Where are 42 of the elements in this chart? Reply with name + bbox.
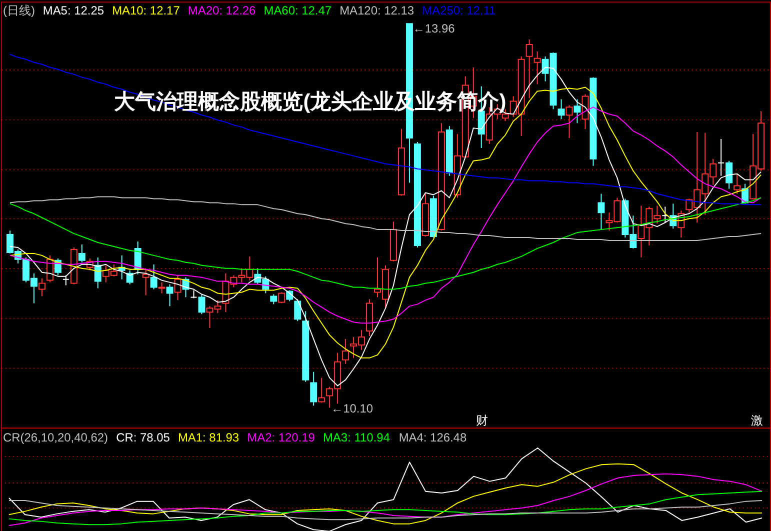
text: MA10: 12.17 (112, 4, 180, 18)
text: MA20: 12.26 (188, 4, 256, 18)
candlestick (318, 377, 326, 404)
candlestick (174, 274, 182, 301)
candlestick (310, 371, 318, 406)
candlestick (198, 294, 206, 315)
candlestick (574, 98, 581, 124)
candlestick (142, 268, 150, 296)
text: MA120: 12.13 (340, 4, 414, 18)
candlestick (558, 98, 565, 120)
candlestick (166, 284, 174, 307)
text: MA3: 110.94 (322, 430, 390, 445)
text: MA4: 126.48 (398, 430, 467, 445)
candlestick (598, 193, 605, 230)
annotation: 激 (751, 414, 764, 428)
candlestick (158, 282, 166, 294)
annotation: ←13.96 (412, 22, 456, 36)
candlestick (662, 206, 669, 224)
candlestick (62, 274, 70, 286)
candlestick (342, 338, 350, 364)
candlestick (270, 294, 278, 305)
candlestick (566, 104, 573, 139)
text: MA60: 12.47 (264, 4, 332, 18)
text: MA5: 12.25 (42, 4, 104, 18)
text: CR: 78.05 (116, 430, 170, 445)
candlestick (718, 138, 725, 176)
candlestick (534, 50, 541, 85)
candlestick (734, 173, 741, 194)
chart-subtitle: (日线) (2, 4, 35, 18)
candlestick (150, 264, 158, 290)
text: MA2: 120.19 (247, 430, 316, 445)
annotation: ←10.10 (331, 402, 374, 416)
candlestick (38, 278, 46, 297)
candlestick (726, 160, 733, 190)
candlestick (294, 298, 302, 322)
chart-title: CR(26,10,20,40,62) (2, 430, 108, 445)
candlestick (78, 244, 86, 263)
text: MA1: 81.93 (178, 430, 240, 445)
text: MA250: 12.11 (422, 4, 496, 18)
annotation: 财 (476, 414, 488, 428)
candlestick (94, 256, 102, 289)
candlestick (526, 39, 533, 99)
